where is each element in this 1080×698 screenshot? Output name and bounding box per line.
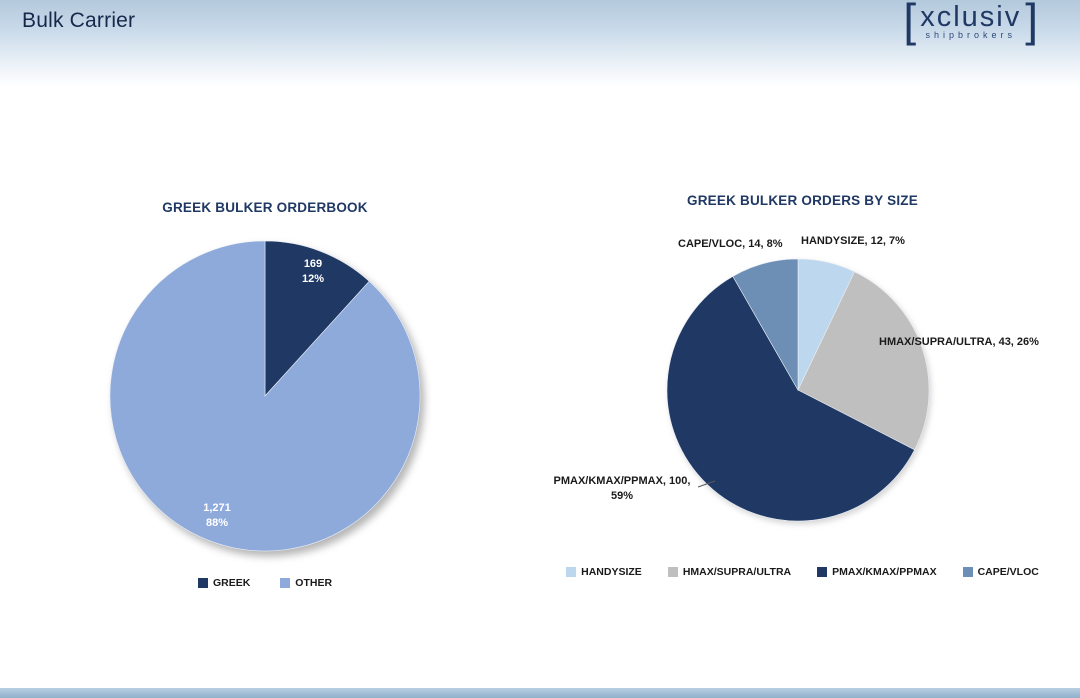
legend-label-handysize: HANDYSIZE: [581, 566, 642, 578]
orders-by-size-legend: HANDYSIZE HMAX/SUPRA/ULTRA PMAX/KMAX/PPM…: [545, 566, 1060, 578]
pie-slice-greek: [264, 240, 370, 397]
pmax-callout-line2: 59%: [610, 489, 634, 502]
handysize-callout: HANDYSIZE, 12, 7%: [801, 235, 905, 247]
other-slice-datalabel: 1,271 88%: [187, 501, 247, 531]
greek-swatch-icon: [197, 578, 208, 588]
chart-greek-orders-by-size: GREEK BULKER ORDERS BY SIZE HANDYSIZE, 1…: [545, 188, 1060, 598]
pmax-callout-line1: PMAX/KMAX/PPMAX, 100,: [553, 475, 691, 487]
legend-item-cape-vloc: CAPE/VLOC: [962, 566, 1039, 578]
orders-by-size-pie-chart: [666, 258, 930, 522]
legend-label-greek: GREEK: [212, 577, 251, 589]
cape-swatch-icon: [962, 567, 973, 577]
pmax-kmax-ppmax-callout: PMAX/KMAX/PPMAX, 100, 59%: [545, 474, 699, 504]
legend-item-pmax-kmax-ppmax: PMAX/KMAX/PPMAX: [817, 566, 937, 578]
logo-subtext: shipbrokers: [925, 30, 1016, 41]
hmax-supra-ultra-callout: HMAX/SUPRA/ULTRA, 43, 26%: [879, 336, 1039, 348]
pmax-swatch-icon: [817, 567, 828, 577]
other-slice-pct: 88%: [205, 516, 229, 529]
legend-label-pmax: PMAX/KMAX/PPMAX: [832, 566, 937, 578]
greek-slice-pct: 12%: [301, 272, 325, 285]
other-slice-value: 1,271: [203, 502, 231, 514]
logo-bracket-left-icon: [: [903, 0, 917, 46]
pie-slice-cape-vloc: [732, 258, 799, 392]
orders-by-size-chart-title: GREEK BULKER ORDERS BY SIZE: [687, 193, 918, 208]
footer-bar: [0, 688, 1080, 698]
greek-slice-value: 169: [303, 258, 323, 270]
xclusiv-logo: [ xclusiv shipbrokers ]: [903, 0, 1038, 44]
legend-item-hmax-supra-ultra: HMAX/SUPRA/ULTRA: [667, 566, 792, 578]
cape-vloc-callout: CAPE/VLOC, 14, 8%: [678, 238, 783, 250]
hmax-swatch-icon: [667, 567, 678, 577]
page-title: Bulk Carrier: [22, 9, 136, 32]
orderbook-legend: GREEK OTHER: [100, 577, 430, 589]
orderbook-pie-chart: [109, 240, 421, 552]
logo-text: xclusiv: [920, 1, 1022, 33]
pie-slice-hmax-supra-ultra: [797, 271, 930, 451]
header-bar: Bulk Carrier [ xclusiv shipbrokers ]: [0, 0, 1080, 86]
pie-slice-other: [109, 240, 421, 552]
orderbook-chart-title: GREEK BULKER ORDERBOOK: [162, 200, 368, 215]
legend-label-other: OTHER: [295, 577, 333, 589]
handysize-swatch-icon: [566, 567, 577, 577]
logo-bracket-right-icon: ]: [1025, 0, 1038, 46]
legend-label-cape: CAPE/VLOC: [977, 566, 1039, 578]
legend-item-other: OTHER: [280, 577, 332, 589]
legend-item-handysize: HANDYSIZE: [566, 566, 642, 578]
other-swatch-icon: [280, 578, 291, 588]
legend-label-hmax: HMAX/SUPRA/ULTRA: [682, 566, 792, 578]
legend-item-greek: GREEK: [197, 577, 251, 589]
chart-greek-bulker-orderbook: GREEK BULKER ORDERBOOK 169 12% 1,271 88%…: [100, 195, 430, 605]
logo-text-block: xclusiv shipbrokers: [916, 1, 1025, 41]
greek-slice-datalabel: 169 12%: [283, 257, 343, 287]
